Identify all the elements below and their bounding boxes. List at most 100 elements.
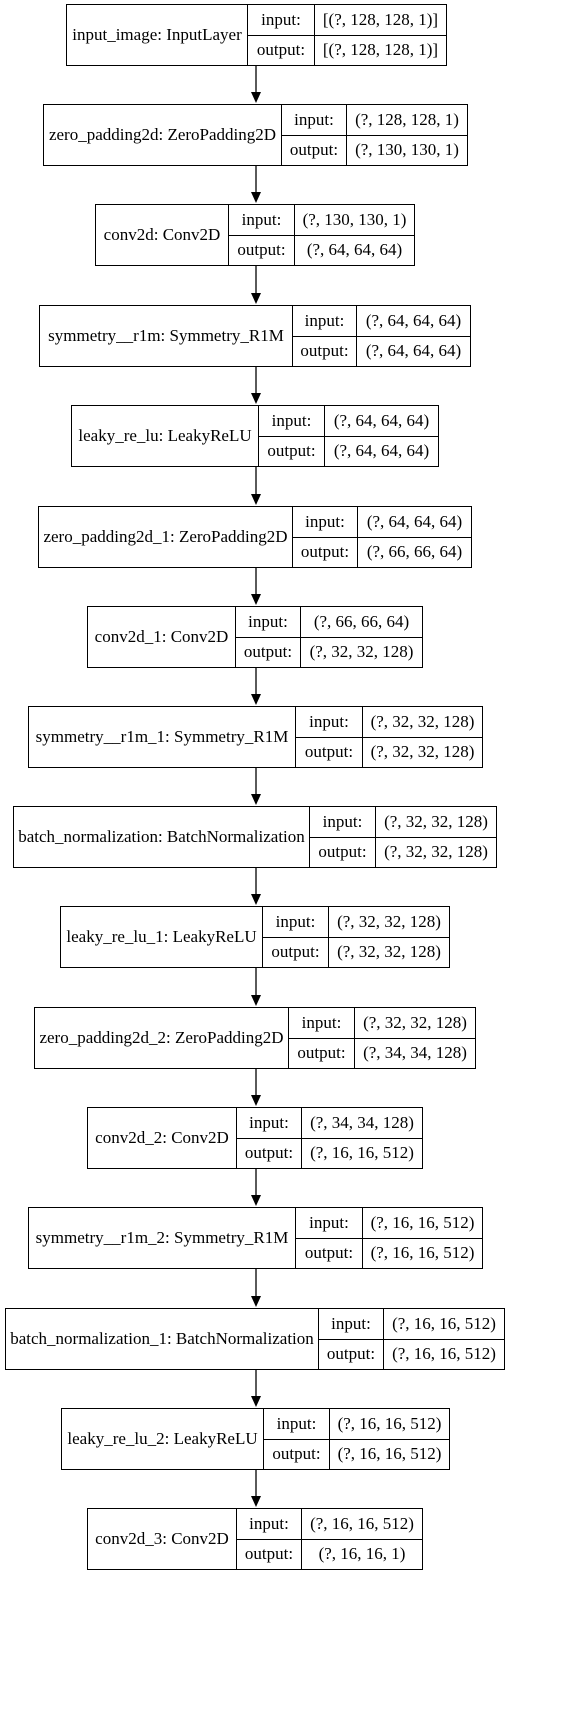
arrow-head-15 (251, 1496, 261, 1507)
layer-node-4: symmetry__r1m: Symmetry_R1M input: outpu… (39, 305, 471, 367)
input-shape: (?, 64, 64, 64) (325, 406, 438, 437)
output-shape: (?, 16, 16, 512) (392, 1344, 496, 1364)
input-port-label: input: (264, 1409, 329, 1440)
layer-node-13: symmetry__r1m_2: Symmetry_R1M input: out… (28, 1207, 483, 1269)
layer-name: batch_normalization_1: BatchNormalizatio… (6, 1309, 319, 1369)
output-port-label: output: (237, 240, 286, 260)
input-port-label: input: (237, 1108, 301, 1139)
layer-node-1: input_image: InputLayer input: output: [… (66, 4, 447, 66)
output-port-label: output: (256, 40, 306, 60)
output-shape: (?, 32, 32, 128) (370, 742, 475, 762)
shape-values: (?, 66, 66, 64) (?, 32, 32, 128) (301, 607, 422, 667)
layer-name: conv2d_1: Conv2D (88, 607, 236, 667)
layer-name: conv2d_2: Conv2D (88, 1108, 237, 1168)
port-labels: input: output: (289, 1008, 355, 1068)
input-port-label: input: (229, 205, 294, 236)
shape-values: (?, 128, 128, 1) (?, 130, 130, 1) (347, 105, 467, 165)
input-shape: (?, 64, 64, 64) (358, 507, 471, 538)
arrow-head-1 (251, 92, 261, 103)
layer-name: leaky_re_lu_2: LeakyReLU (62, 1409, 264, 1469)
shape-values: (?, 32, 32, 128) (?, 32, 32, 128) (376, 807, 496, 867)
layer-name: leaky_re_lu_1: LeakyReLU (61, 907, 263, 967)
port-labels: input: output: (259, 406, 325, 466)
input-shape: (?, 16, 16, 512) (302, 1509, 422, 1540)
output-port-label: output: (244, 1143, 294, 1163)
layer-node-3: conv2d: Conv2D input: output: (?, 130, 1… (95, 204, 415, 266)
output-shape: (?, 66, 66, 64) (366, 542, 463, 562)
port-labels: input: output: (296, 707, 363, 767)
shape-values: (?, 64, 64, 64) (?, 66, 66, 64) (358, 507, 471, 567)
output-port-label: output: (300, 341, 349, 361)
port-labels: input: output: (293, 507, 358, 567)
input-port-label: input: (259, 406, 324, 437)
layer-node-14: batch_normalization_1: BatchNormalizatio… (5, 1308, 505, 1370)
port-labels: input: output: (264, 1409, 330, 1469)
output-port-label: output: (289, 140, 339, 160)
output-shape: (?, 34, 34, 128) (363, 1043, 467, 1063)
arrow-head-14 (251, 1396, 261, 1407)
port-labels: input: output: (229, 205, 295, 265)
input-shape: (?, 32, 32, 128) (376, 807, 496, 838)
arrow-head-9 (251, 894, 261, 905)
arrow-head-11 (251, 1095, 261, 1106)
arrow-head-5 (251, 494, 261, 505)
output-port-label: output: (318, 842, 367, 862)
port-labels: input: output: (236, 607, 301, 667)
layer-node-9: batch_normalization: BatchNormalization … (13, 806, 497, 868)
input-shape: (?, 16, 16, 512) (384, 1309, 504, 1340)
port-labels: input: output: (282, 105, 347, 165)
layer-name: input_image: InputLayer (67, 5, 248, 65)
output-shape: [(?, 128, 128, 1)] (322, 40, 439, 60)
input-port-label: input: (293, 507, 357, 538)
shape-values: (?, 64, 64, 64) (?, 64, 64, 64) (357, 306, 470, 366)
output-port-label: output: (300, 542, 350, 562)
layer-node-8: symmetry__r1m_1: Symmetry_R1M input: out… (28, 706, 483, 768)
arrow-head-7 (251, 694, 261, 705)
output-port-label: output: (297, 1043, 346, 1063)
layer-node-10: leaky_re_lu_1: LeakyReLU input: output: … (60, 906, 450, 968)
arrow-head-10 (251, 995, 261, 1006)
input-shape: (?, 16, 16, 512) (330, 1409, 449, 1440)
input-port-label: input: (296, 707, 362, 738)
arrow-head-13 (251, 1296, 261, 1307)
output-shape: (?, 16, 16, 512) (337, 1444, 442, 1464)
layer-name: symmetry__r1m_1: Symmetry_R1M (29, 707, 296, 767)
shape-values: (?, 32, 32, 128) (?, 34, 34, 128) (355, 1008, 475, 1068)
output-shape: (?, 64, 64, 64) (306, 240, 403, 260)
input-port-label: input: (282, 105, 346, 136)
input-port-label: input: (248, 5, 314, 36)
output-port-label: output: (304, 1243, 354, 1263)
layer-name: batch_normalization: BatchNormalization (14, 807, 310, 867)
input-port-label: input: (319, 1309, 383, 1340)
input-port-label: input: (310, 807, 375, 838)
output-shape: (?, 32, 32, 128) (337, 942, 441, 962)
input-shape: (?, 66, 66, 64) (301, 607, 422, 638)
arrow-head-12 (251, 1195, 261, 1206)
input-shape: (?, 130, 130, 1) (295, 205, 414, 236)
shape-values: (?, 32, 32, 128) (?, 32, 32, 128) (363, 707, 482, 767)
layer-name: zero_padding2d: ZeroPadding2D (44, 105, 282, 165)
input-shape: (?, 32, 32, 128) (363, 707, 482, 738)
layer-node-12: conv2d_2: Conv2D input: output: (?, 34, … (87, 1107, 423, 1169)
input-port-label: input: (237, 1509, 301, 1540)
layer-node-5: leaky_re_lu: LeakyReLU input: output: (?… (71, 405, 439, 467)
output-port-label: output: (326, 1344, 376, 1364)
layer-node-15: leaky_re_lu_2: LeakyReLU input: output: … (61, 1408, 450, 1470)
layer-node-16: conv2d_3: Conv2D input: output: (?, 16, … (87, 1508, 423, 1570)
shape-values: (?, 64, 64, 64) (?, 64, 64, 64) (325, 406, 438, 466)
input-shape: (?, 34, 34, 128) (302, 1108, 422, 1139)
input-port-label: input: (289, 1008, 354, 1039)
output-port-label: output: (243, 642, 293, 662)
port-labels: input: output: (319, 1309, 384, 1369)
layer-name: conv2d: Conv2D (96, 205, 229, 265)
shape-values: (?, 16, 16, 512) (?, 16, 16, 512) (330, 1409, 449, 1469)
output-port-label: output: (267, 441, 316, 461)
layer-name: zero_padding2d_2: ZeroPadding2D (35, 1008, 289, 1068)
shape-values: (?, 130, 130, 1) (?, 64, 64, 64) (295, 205, 414, 265)
layer-name: zero_padding2d_1: ZeroPadding2D (39, 507, 293, 567)
input-port-label: input: (263, 907, 328, 938)
layer-node-6: zero_padding2d_1: ZeroPadding2D input: o… (38, 506, 472, 568)
output-shape: (?, 130, 130, 1) (355, 140, 459, 160)
output-shape: (?, 16, 16, 512) (370, 1243, 475, 1263)
